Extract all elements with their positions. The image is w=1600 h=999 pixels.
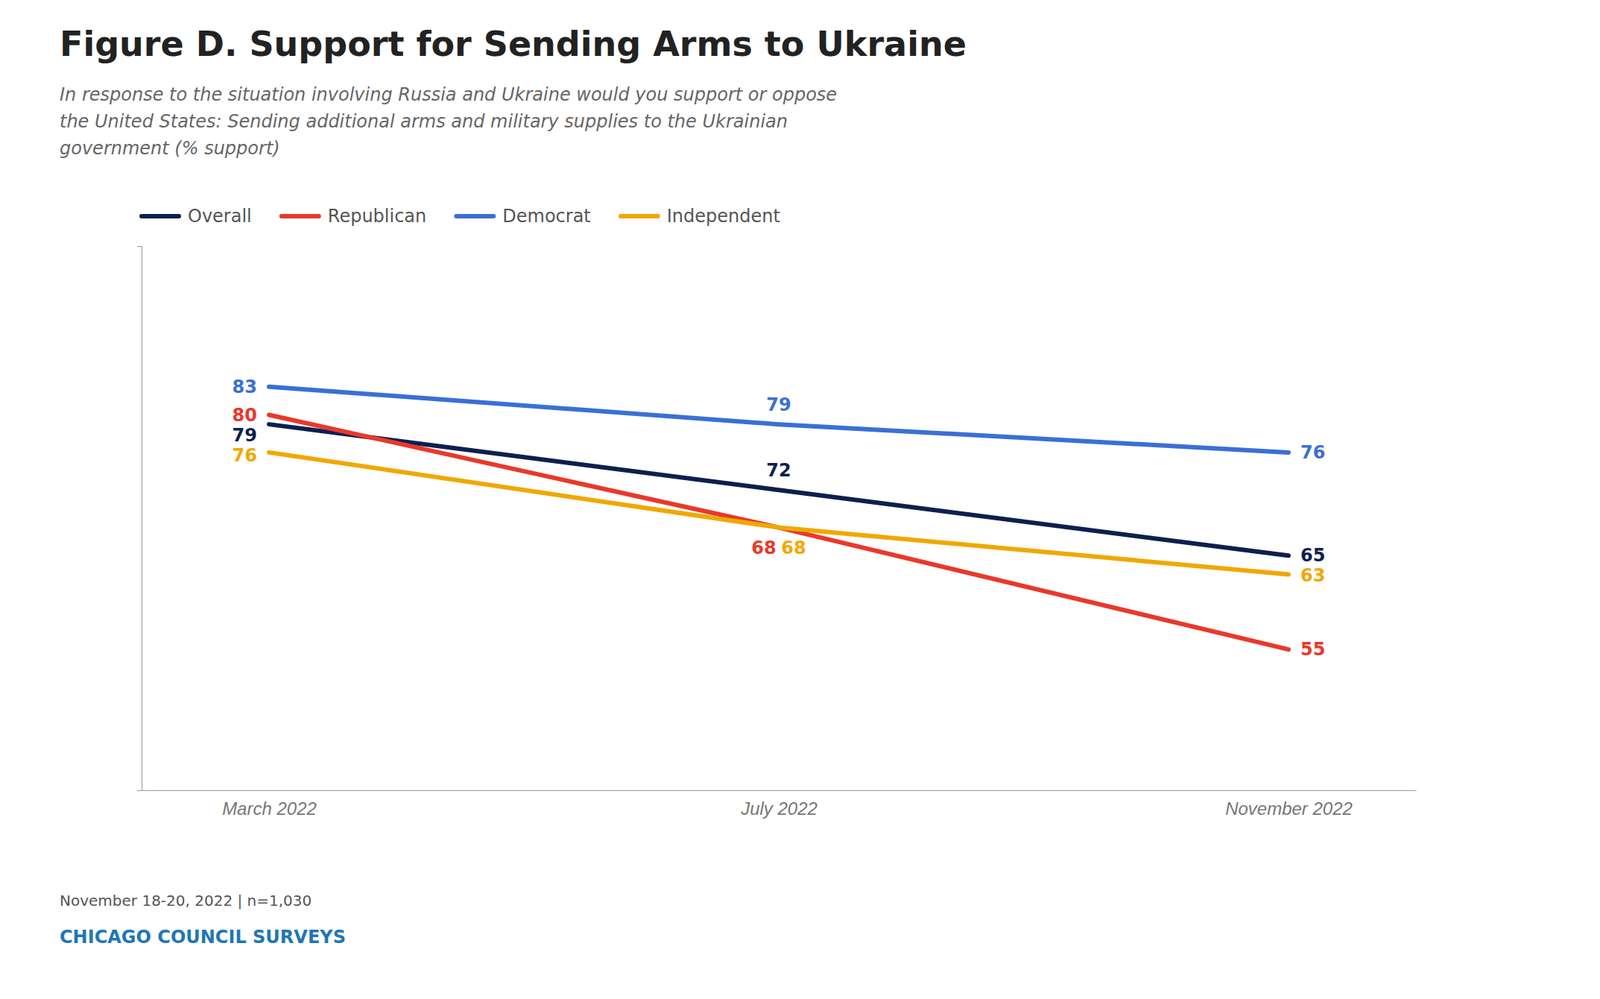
data-label: 83	[232, 376, 258, 398]
annotation: November 18-20, 2022 | n=1,030	[59, 891, 312, 910]
subtitle-line: government (% support)	[59, 137, 281, 159]
x-tick-label: November 2022	[1225, 798, 1353, 819]
x-axis-line	[142, 789, 1417, 791]
x-tick: July 2022	[740, 798, 818, 819]
data-labels: 838079767268796876656355	[232, 376, 1326, 660]
data-label: 63	[1300, 564, 1326, 586]
x-tick: November 2022	[1225, 798, 1353, 819]
legend-swatch	[281, 213, 319, 219]
data-label: 68	[751, 537, 776, 559]
series-line	[269, 415, 1289, 650]
subtitle: In response to the situation involving R…	[59, 84, 837, 159]
data-label: 55	[1300, 638, 1326, 660]
subtitle-line: In response to the situation involving R…	[59, 84, 837, 106]
legend-item: Democrat	[456, 205, 591, 227]
annotation: CHICAGO COUNCIL SURVEYS	[59, 926, 346, 948]
x-tick-label: March 2022	[222, 798, 317, 819]
legend: Overall Republican Democrat Independent	[141, 205, 781, 227]
series-line	[269, 386, 1289, 453]
legend-swatch	[456, 213, 494, 219]
legend-label: Republican	[327, 205, 428, 227]
data-label: 76	[232, 444, 258, 466]
legend-item: Overall	[141, 205, 252, 227]
y-axis	[137, 246, 143, 791]
legend-item: Independent	[620, 205, 781, 227]
data-label: 65	[1300, 544, 1326, 566]
data-label: 76	[1300, 441, 1326, 463]
x-tick-label: July 2022	[740, 798, 818, 819]
data-label: 79	[232, 424, 258, 446]
series-line	[269, 452, 1289, 575]
data-label: 80	[232, 404, 258, 426]
legend-item: Republican	[281, 205, 428, 227]
data-label: 72	[766, 459, 791, 481]
chart: Figure D. Support for Sending Arms to Uk…	[0, 0, 1600, 999]
x-tick: March 2022	[222, 798, 317, 819]
data-label: 68	[780, 537, 806, 559]
subtitle-line: the United States: Sending additional ar…	[59, 111, 788, 132]
legend-label: Independent	[666, 205, 781, 227]
y-axis-line	[137, 246, 143, 791]
data-label: 79	[766, 394, 791, 416]
legend-label: Overall	[187, 205, 252, 227]
title: Figure D. Support for Sending Arms to Uk…	[59, 23, 967, 65]
legend-label: Democrat	[502, 205, 591, 227]
legend-swatch	[620, 213, 659, 219]
lines	[269, 386, 1289, 650]
x-axis: March 2022 July 2022 November 2022	[142, 790, 1417, 820]
legend-swatch	[141, 213, 179, 219]
